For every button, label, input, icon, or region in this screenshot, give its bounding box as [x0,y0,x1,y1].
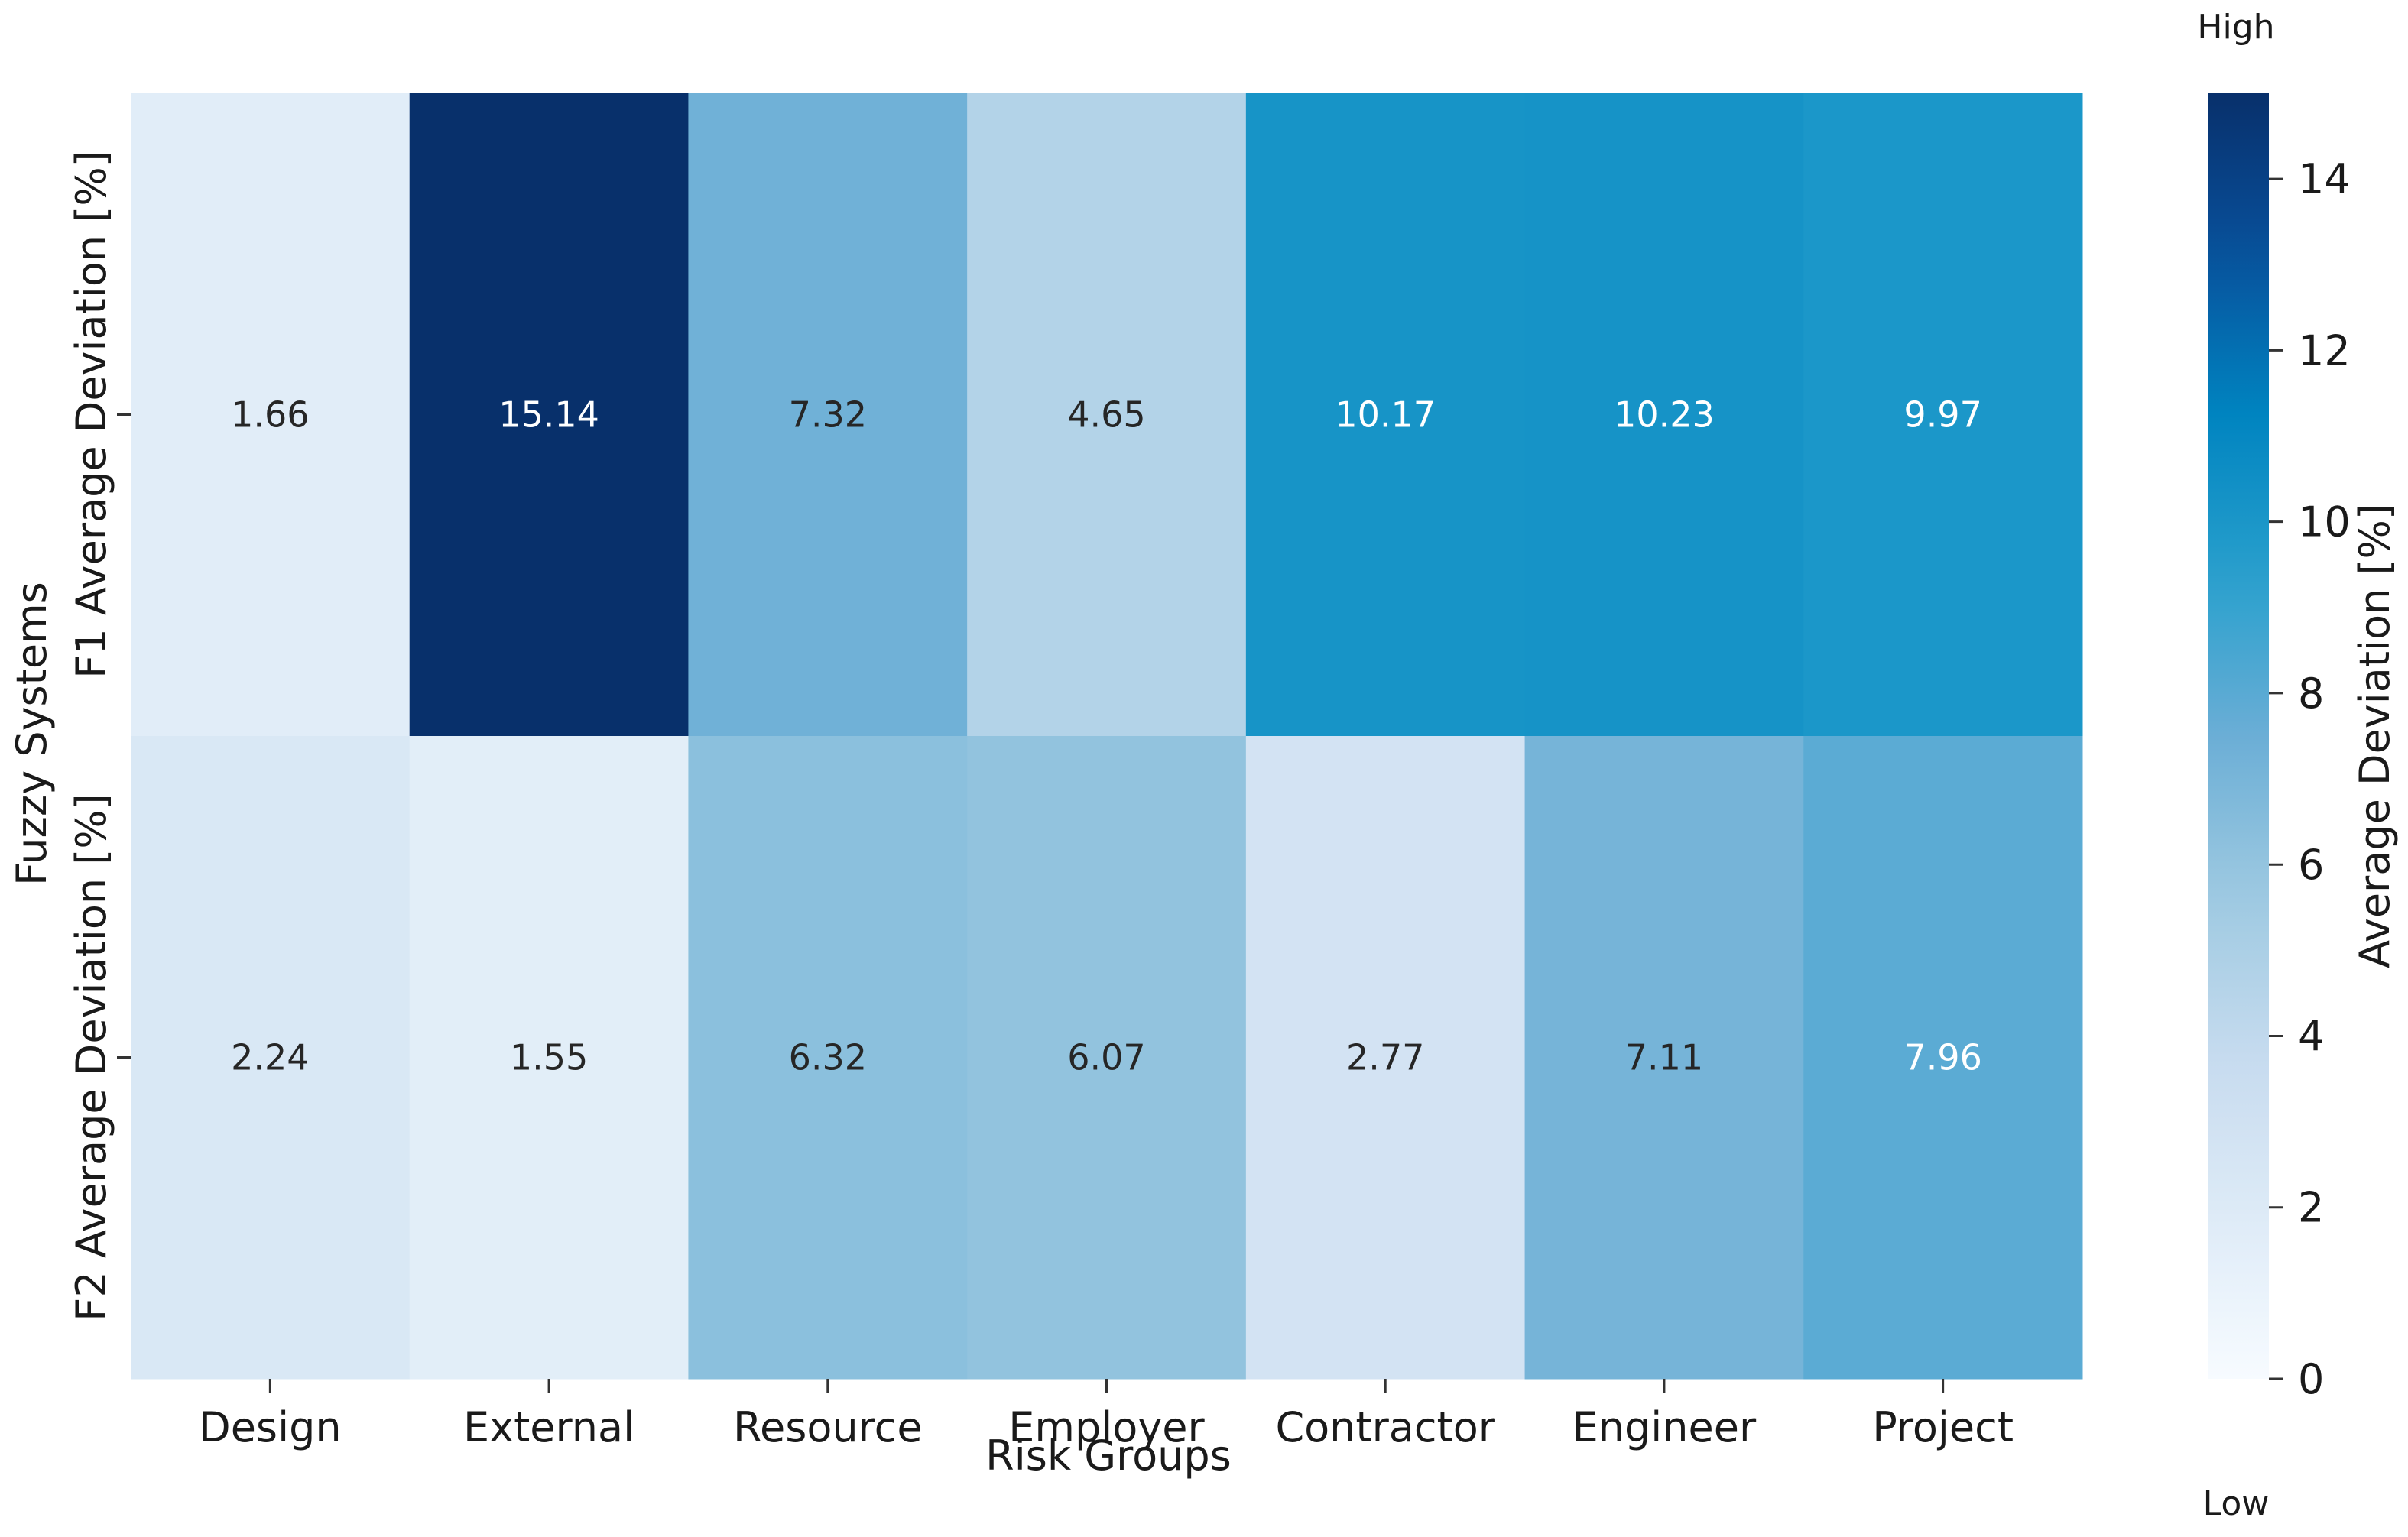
heatmap-cell [1803,93,2083,737]
cell-value-label: 7.96 [1903,1037,1981,1078]
colorbar [2208,93,2269,1379]
colorbar-tick-label: 8 [2298,670,2324,718]
cell-value-label: 1.66 [231,394,309,436]
heatmap-cell [1245,93,1526,737]
colorbar-high-label: High [2197,8,2274,47]
cell-value-label: 6.07 [1067,1037,1145,1078]
y-tick-label: F2 Average Deviation [%] [67,793,115,1321]
heatmap-cell [409,93,689,737]
heatmap-cell [409,736,689,1380]
x-axis: Design External Resource Employer Contractor… [199,1379,2014,1451]
heatmap-cell [1803,736,2083,1380]
cell-value-label: 7.32 [789,394,867,436]
x-axis-label: Risk Groups [985,1432,1232,1480]
x-tick-label: Engineer [1572,1403,1757,1451]
colorbar-tick-label: 12 [2298,326,2351,375]
colorbar-low-label: Low [2203,1484,2270,1523]
heatmap-cells: 1.66 15.14 7.32 4.65 10.17 10.23 9.97 2.24 1.55 6… [131,93,2083,1380]
colorbar-tick-label: 6 [2298,841,2324,889]
y-axis-label: Fuzzy Systems [8,582,56,886]
colorbar-ticks: 0 2 4 6 8 10 12 14 [2269,155,2351,1403]
colorbar-tick-label: 0 [2298,1355,2324,1403]
x-tick-label: Employer [1008,1403,1205,1451]
cell-value-label: 9.97 [1903,394,1981,436]
cell-value-label: 2.24 [231,1037,309,1078]
colorbar-tick-label: 2 [2298,1184,2324,1232]
heatmap-cell [131,736,411,1380]
cell-value-label: 10.17 [1335,394,1436,436]
colorbar-label: Average Deviation [%] [2351,504,2399,968]
x-tick-label: Contractor [1275,1403,1495,1451]
x-tick-label: External [463,1403,634,1451]
cell-value-label: 6.32 [789,1037,867,1078]
heatmap-cell [1524,736,1804,1380]
heatmap-cell [1524,93,1804,737]
colorbar-tick-label: 14 [2298,155,2351,203]
cell-value-label: 7.11 [1625,1037,1703,1078]
colorbar-tick-label: 4 [2298,1012,2324,1060]
heatmap-cell [131,93,411,737]
cell-value-label: 4.65 [1067,394,1145,436]
heatmap-cell [967,736,1247,1380]
x-tick-label: Design [199,1403,341,1451]
heatmap-cell [967,93,1247,737]
cell-value-label: 2.77 [1346,1037,1424,1078]
x-tick-label: Resource [733,1403,923,1451]
heatmap-cell [688,93,968,737]
heatmap-cell [1245,736,1526,1380]
colorbar-tick-label: 10 [2298,498,2351,546]
cell-value-label: 15.14 [498,394,599,436]
cell-value-label: 10.23 [1614,394,1715,436]
cell-value-label: 1.55 [510,1037,588,1078]
y-axis: F1 Average Deviation [%] F2 Average Devia… [67,151,131,1321]
x-tick-label: Project [1872,1403,2014,1451]
heatmap-cell [688,736,968,1380]
y-tick-label: F1 Average Deviation [%] [67,151,115,678]
